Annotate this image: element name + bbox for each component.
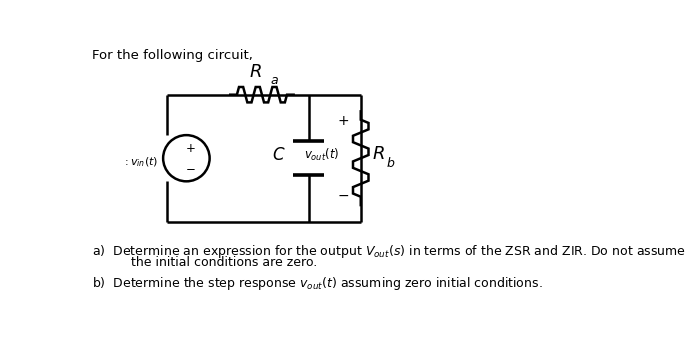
Text: +: + [186, 142, 195, 155]
Text: the initial conditions are zero.: the initial conditions are zero. [108, 256, 318, 269]
Text: $R$: $R$ [371, 146, 384, 164]
Text: a)  Determine an expression for the output $V_{out}(s)$ in terms of the ZSR and : a) Determine an expression for the outpu… [92, 242, 685, 259]
Text: $v_{out}(t)$: $v_{out}(t)$ [304, 147, 340, 163]
Text: +: + [337, 114, 349, 128]
Text: $-$: $-$ [185, 161, 195, 174]
Text: $R$: $R$ [249, 63, 262, 81]
Text: $:v_{in}(t)$: $:v_{in}(t)$ [122, 155, 158, 169]
Text: $-$: $-$ [337, 188, 349, 202]
Text: $C$: $C$ [272, 146, 286, 164]
Text: For the following circuit,: For the following circuit, [92, 49, 253, 62]
Text: b)  Determine the step response $v_{out}(t)$ assuming zero initial conditions.: b) Determine the step response $v_{out}(… [92, 275, 543, 292]
Text: $a$: $a$ [270, 74, 279, 87]
Text: $b$: $b$ [386, 156, 395, 170]
